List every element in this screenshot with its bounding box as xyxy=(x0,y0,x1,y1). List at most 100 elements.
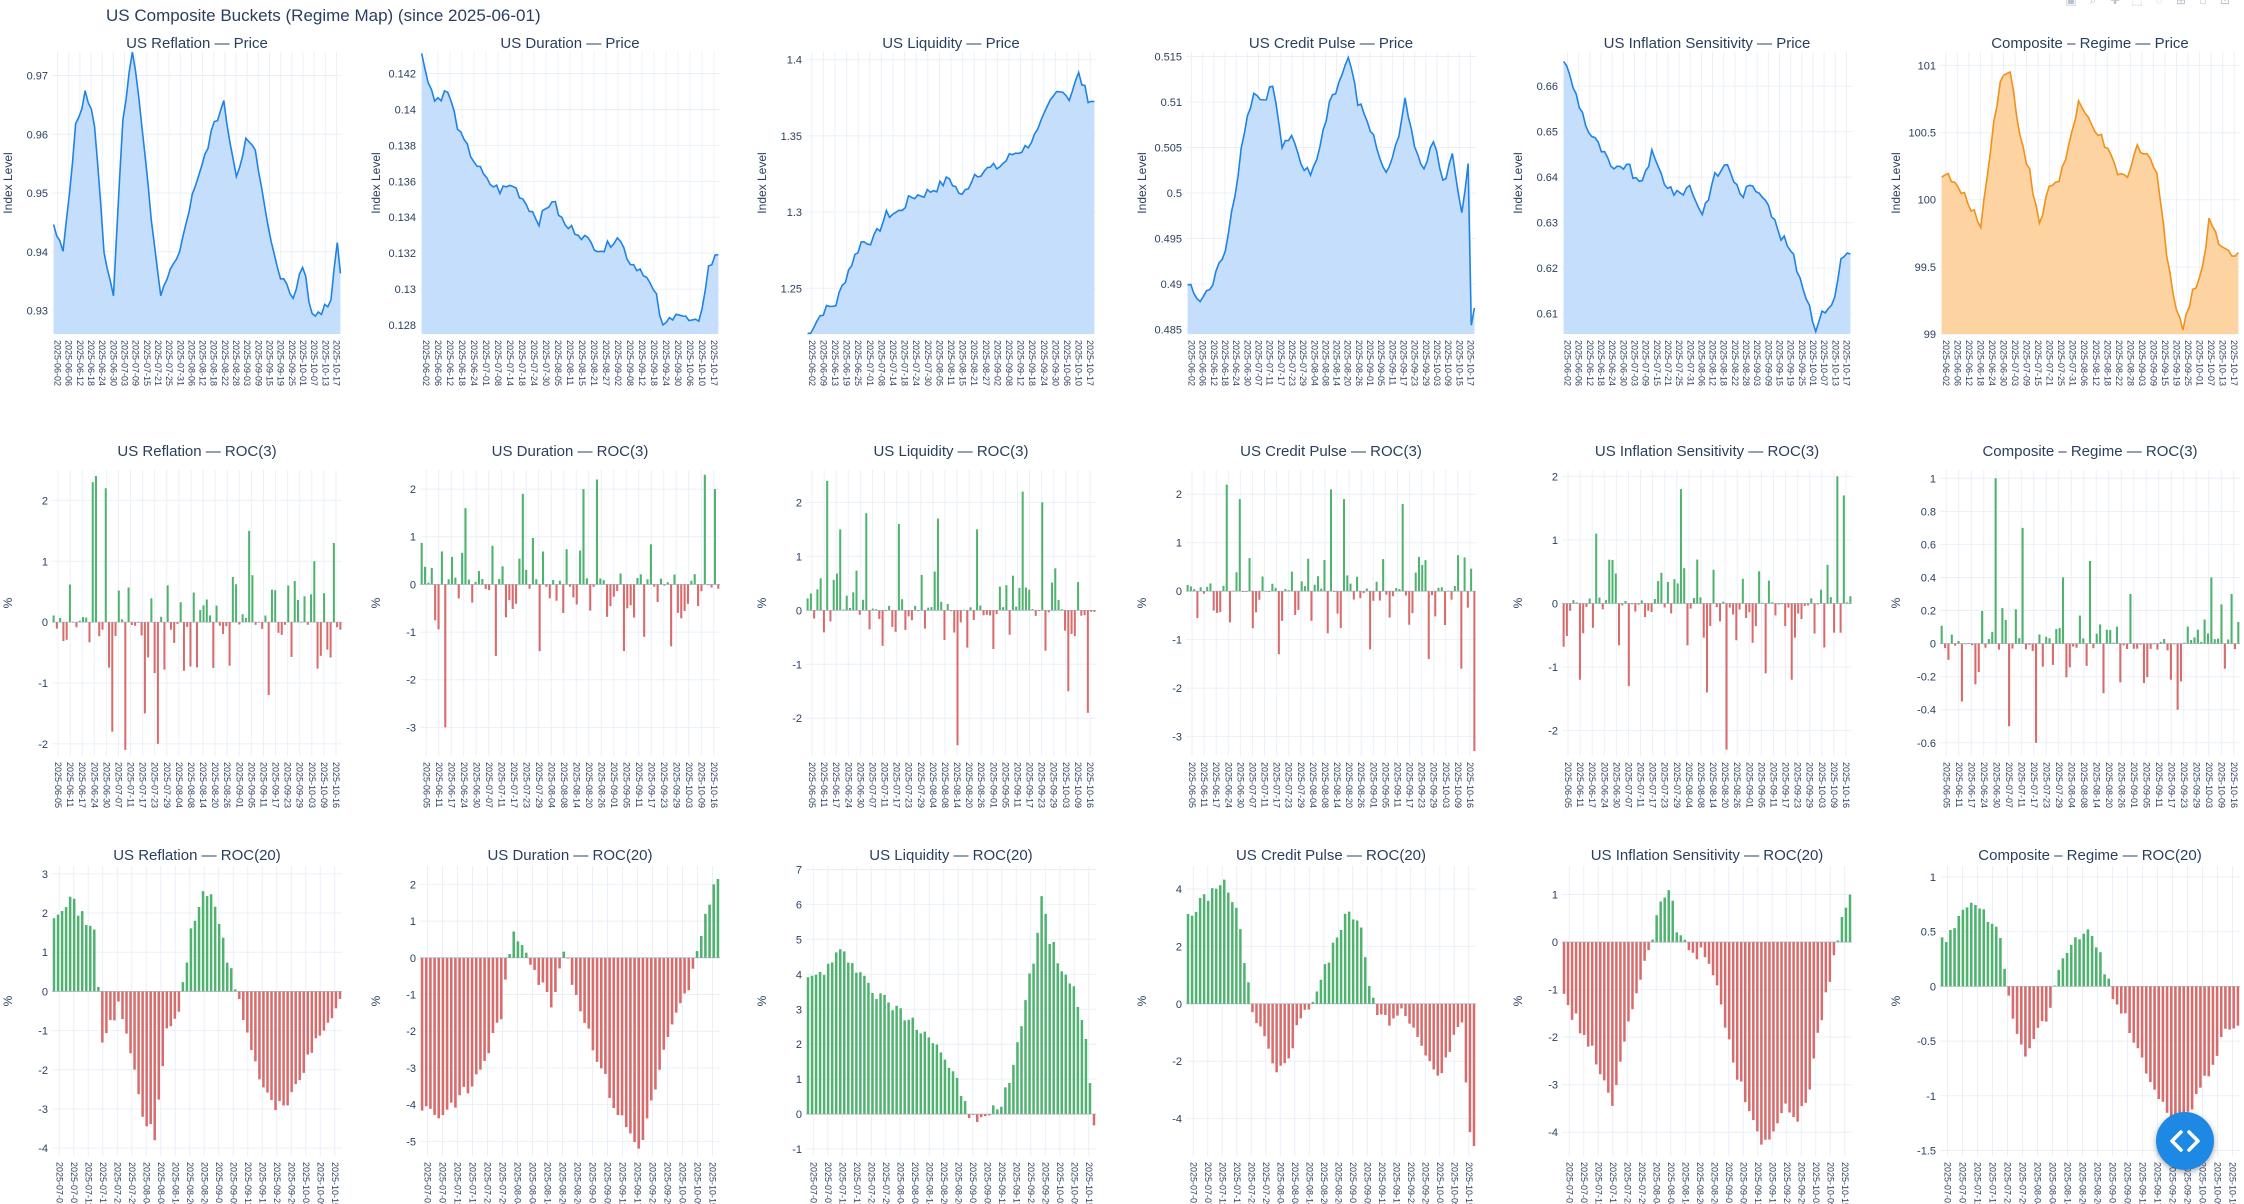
x-tick-label: 2025-08-04 xyxy=(928,762,938,808)
bar xyxy=(969,607,972,611)
bar xyxy=(1676,583,1679,604)
bar xyxy=(2053,985,2056,987)
bar xyxy=(176,622,179,624)
x-tick-label: 2025-09-02 xyxy=(992,340,1002,386)
bar xyxy=(862,599,865,611)
bar xyxy=(1271,1003,1274,1064)
x-tick-label: 2025-10-16 xyxy=(1085,762,1095,808)
bar xyxy=(602,580,605,585)
bar xyxy=(865,513,868,611)
y-tick-label: 6 xyxy=(796,899,802,911)
bar xyxy=(809,593,812,611)
modebar[interactable]: ▣ ⌕ ✚ ⬚ ◌ ⊞ ⌂ ⊡ xyxy=(2064,0,2232,6)
bar xyxy=(813,610,816,619)
reset-icon[interactable]: ⌂ xyxy=(2199,0,2207,7)
bar xyxy=(545,584,548,587)
panel-title: US Liquidity — ROC(20) xyxy=(869,847,1032,864)
y-tick-label: 2 xyxy=(1176,489,1182,501)
bar xyxy=(717,584,720,589)
autoscale-icon[interactable]: ⊞ xyxy=(2175,0,2187,7)
spike-icon[interactable]: ⊡ xyxy=(2219,0,2231,7)
x-tick-label: 2025-07-17 xyxy=(852,1162,862,1204)
bar xyxy=(491,957,495,1033)
bar xyxy=(1310,591,1313,621)
y-axis-label: Index Level xyxy=(1889,152,1903,213)
bar xyxy=(274,991,277,1111)
x-tick-label: 2025-08-20 xyxy=(1695,1162,1705,1204)
bar xyxy=(140,622,143,636)
bar xyxy=(2090,935,2094,987)
bar xyxy=(658,957,661,1070)
x-tick-label: 2025-07-29 xyxy=(1637,1162,1647,1204)
bar xyxy=(555,584,558,601)
bar xyxy=(508,584,511,601)
bar xyxy=(511,584,514,609)
bar xyxy=(2119,643,2122,683)
bar xyxy=(1064,974,1068,1115)
bar xyxy=(2211,986,2215,1065)
x-tick-label: 2025-09-05 xyxy=(2141,762,2151,808)
x-tick-label: 2025-07-11 xyxy=(837,1162,847,1204)
x-tick-label: 2025-06-02 xyxy=(1187,340,1197,386)
bar xyxy=(205,599,208,623)
bar xyxy=(1086,610,1089,713)
bar xyxy=(818,971,822,1115)
bar xyxy=(976,529,979,611)
bar xyxy=(989,610,992,616)
bar xyxy=(270,589,273,623)
x-tick-label: 2025-07-15 xyxy=(1652,340,1662,386)
bar xyxy=(888,605,891,611)
bar xyxy=(156,622,159,744)
x-tick-label: 2025-07-23 xyxy=(866,1162,876,1204)
x-tick-label: 2025-09-29 xyxy=(1796,1162,1806,1204)
bar xyxy=(1294,591,1297,615)
bar xyxy=(420,542,423,585)
plus-icon[interactable]: ✚ xyxy=(2109,0,2121,7)
y-tick-label: 101 xyxy=(1918,60,1936,72)
y-tick-label: -1 xyxy=(792,1144,802,1156)
x-tick-label: 2025-10-09 xyxy=(1449,1162,1459,1204)
x-tick-label: 2025-09-05 xyxy=(621,762,631,808)
zoom-icon[interactable]: ⌕ xyxy=(2089,0,2097,7)
lasso-icon[interactable]: ◌ xyxy=(2155,0,2163,7)
bar xyxy=(2099,624,2102,644)
x-tick-label: 2025-08-20 xyxy=(964,762,974,808)
bar xyxy=(606,584,609,617)
bar xyxy=(454,957,457,1108)
camera-icon[interactable]: ▣ xyxy=(2065,0,2077,7)
bar xyxy=(914,605,917,611)
bar xyxy=(1671,900,1675,943)
x-tick-label: 2025-08-28 xyxy=(231,340,241,386)
x-tick-label: 2025-09-19 xyxy=(1786,340,1796,386)
bar xyxy=(895,1005,898,1115)
x-tick-label: 2025-09-17 xyxy=(1391,1162,1401,1204)
bar xyxy=(267,622,270,696)
bar xyxy=(2233,643,2236,650)
bar xyxy=(1719,942,1723,1005)
x-tick-label: 2025-09-11 xyxy=(618,1162,628,1204)
y-tick-label: 1 xyxy=(1552,890,1558,902)
bar xyxy=(437,957,441,1119)
y-axis-label: % xyxy=(1135,597,1149,608)
bar xyxy=(901,599,904,611)
code-toggle-button[interactable] xyxy=(2156,1112,2214,1170)
x-tick-label: 2025-07-23 xyxy=(1660,762,1670,808)
y-tick-label: 1.35 xyxy=(781,131,802,143)
x-tick-label: 2025-06-17 xyxy=(831,762,841,808)
bar xyxy=(1448,1003,1452,1052)
bar xyxy=(2103,974,2106,987)
bar xyxy=(683,584,686,612)
bar xyxy=(2065,643,2068,678)
x-tick-label: 2025-06-02 xyxy=(1563,340,1573,386)
x-tick-label: 2025-08-04 xyxy=(1275,1162,1285,1204)
box-select-icon[interactable]: ⬚ xyxy=(2131,0,2143,7)
x-tick-label: 2025-09-23 xyxy=(648,1162,658,1204)
y-axis-label: Index Level xyxy=(1511,152,1525,213)
x-tick-label: 2025-07-17 xyxy=(2029,762,2039,808)
bar xyxy=(707,584,710,586)
bar xyxy=(1275,1003,1278,1073)
x-tick-label: 2025-08-26 xyxy=(1732,762,1742,808)
bar xyxy=(1643,942,1646,961)
series-line xyxy=(52,51,342,318)
